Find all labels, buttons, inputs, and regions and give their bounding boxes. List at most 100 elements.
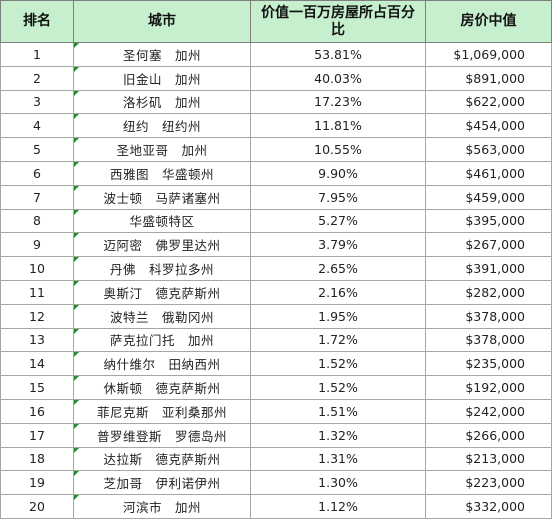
share-cell[interactable]: 1.95% [250, 303, 426, 329]
price-cell[interactable]: $395,000 [425, 208, 552, 234]
table-row: 9 迈阿密 佛罗里达州 3.79% $267,000 [0, 232, 552, 258]
city-cell[interactable]: 达拉斯 德克萨斯州 [73, 446, 251, 472]
rank-cell[interactable]: 15 [0, 375, 74, 400]
share-cell[interactable]: 7.95% [250, 184, 426, 210]
share-cell[interactable]: 9.90% [250, 160, 426, 186]
price-cell[interactable]: $454,000 [425, 113, 552, 139]
city-cell[interactable]: 波士顿 马萨诸塞州 [73, 184, 251, 210]
header-price[interactable]: 房价中值 [425, 0, 552, 43]
rank-cell[interactable]: 4 [0, 113, 74, 139]
city-cell[interactable]: 西雅图 华盛顿州 [73, 160, 251, 186]
header-share[interactable]: 价值一百万房屋所占百分比 [250, 0, 426, 43]
price-cell[interactable]: $461,000 [425, 160, 552, 186]
rank-cell[interactable]: 10 [0, 256, 74, 281]
table-row: 14 纳什维尔 田纳西州 1.52% $235,000 [0, 351, 552, 377]
rank-cell[interactable]: 18 [0, 446, 74, 472]
price-cell[interactable]: $391,000 [425, 256, 552, 281]
price-cell[interactable]: $1,069,000 [425, 42, 552, 67]
share-cell[interactable]: 1.51% [250, 398, 426, 424]
table-row: 1 圣何塞 加州 53.81% $1,069,000 [0, 42, 552, 67]
price-cell[interactable]: $563,000 [425, 137, 552, 162]
share-cell[interactable]: 53.81% [250, 42, 426, 67]
rank-cell[interactable]: 1 [0, 42, 74, 67]
share-cell[interactable]: 2.65% [250, 256, 426, 281]
share-cell[interactable]: 5.27% [250, 208, 426, 234]
share-cell[interactable]: 1.30% [250, 470, 426, 496]
city-cell[interactable]: 洛杉矶 加州 [73, 89, 251, 115]
share-cell[interactable]: 10.55% [250, 137, 426, 162]
price-cell[interactable]: $235,000 [425, 351, 552, 377]
table-row: 10 丹佛 科罗拉多州 2.65% $391,000 [0, 256, 552, 281]
rank-cell[interactable]: 3 [0, 89, 74, 115]
table-row: 5 圣地亚哥 加州 10.55% $563,000 [0, 137, 552, 162]
city-cell[interactable]: 河滨市 加州 [73, 494, 251, 519]
price-cell[interactable]: $891,000 [425, 65, 552, 91]
price-cell[interactable]: $378,000 [425, 303, 552, 329]
table-row: 2 旧金山 加州 40.03% $891,000 [0, 65, 552, 91]
city-cell[interactable]: 萨克拉门托 加州 [73, 327, 251, 353]
city-cell[interactable]: 芝加哥 伊利诺伊州 [73, 470, 251, 496]
rank-cell[interactable]: 19 [0, 470, 74, 496]
price-cell[interactable]: $622,000 [425, 89, 552, 115]
rank-cell[interactable]: 17 [0, 422, 74, 448]
city-cell[interactable]: 奥斯汀 德克萨斯州 [73, 279, 251, 305]
price-cell[interactable]: $223,000 [425, 470, 552, 496]
share-cell[interactable]: 1.52% [250, 351, 426, 377]
share-cell[interactable]: 1.72% [250, 327, 426, 353]
share-cell[interactable]: 17.23% [250, 89, 426, 115]
city-cell[interactable]: 纳什维尔 田纳西州 [73, 351, 251, 377]
price-cell[interactable]: $332,000 [425, 494, 552, 519]
city-cell[interactable]: 纽约 纽约州 [73, 113, 251, 139]
table-row: 17 普罗维登斯 罗德岛州 1.32% $266,000 [0, 422, 552, 448]
table-row: 15 休斯顿 德克萨斯州 1.52% $192,000 [0, 375, 552, 400]
city-cell[interactable]: 华盛顿特区 [73, 208, 251, 234]
rank-cell[interactable]: 2 [0, 65, 74, 91]
city-cell[interactable]: 圣何塞 加州 [73, 42, 251, 67]
share-cell[interactable]: 1.52% [250, 375, 426, 400]
price-cell[interactable]: $282,000 [425, 279, 552, 305]
table-row: 8 华盛顿特区 5.27% $395,000 [0, 208, 552, 234]
rank-cell[interactable]: 7 [0, 184, 74, 210]
rank-cell[interactable]: 8 [0, 208, 74, 234]
rank-cell[interactable]: 13 [0, 327, 74, 353]
price-cell[interactable]: $192,000 [425, 375, 552, 400]
city-cell[interactable]: 菲尼克斯 亚利桑那州 [73, 398, 251, 424]
price-cell[interactable]: $266,000 [425, 422, 552, 448]
city-cell[interactable]: 迈阿密 佛罗里达州 [73, 232, 251, 258]
header-rank[interactable]: 排名 [0, 0, 74, 43]
table-row: 6 西雅图 华盛顿州 9.90% $461,000 [0, 160, 552, 186]
rank-cell[interactable]: 12 [0, 303, 74, 329]
share-cell[interactable]: 1.31% [250, 446, 426, 472]
price-cell[interactable]: $213,000 [425, 446, 552, 472]
price-cell[interactable]: $242,000 [425, 398, 552, 424]
price-cell[interactable]: $459,000 [425, 184, 552, 210]
table-row: 3 洛杉矶 加州 17.23% $622,000 [0, 89, 552, 115]
city-cell[interactable]: 休斯顿 德克萨斯州 [73, 375, 251, 400]
rank-cell[interactable]: 14 [0, 351, 74, 377]
rank-cell[interactable]: 6 [0, 160, 74, 186]
share-cell[interactable]: 2.16% [250, 279, 426, 305]
price-cell[interactable]: $378,000 [425, 327, 552, 353]
share-cell[interactable]: 3.79% [250, 232, 426, 258]
rank-cell[interactable]: 9 [0, 232, 74, 258]
rank-cell[interactable]: 20 [0, 494, 74, 519]
table-row: 19 芝加哥 伊利诺伊州 1.30% $223,000 [0, 470, 552, 496]
city-cell[interactable]: 旧金山 加州 [73, 65, 251, 91]
rank-cell[interactable]: 16 [0, 398, 74, 424]
city-cell[interactable]: 圣地亚哥 加州 [73, 137, 251, 162]
rank-cell[interactable]: 11 [0, 279, 74, 305]
rank-cell[interactable]: 5 [0, 137, 74, 162]
table-row: 11 奥斯汀 德克萨斯州 2.16% $282,000 [0, 279, 552, 305]
city-cell[interactable]: 普罗维登斯 罗德岛州 [73, 422, 251, 448]
share-cell[interactable]: 40.03% [250, 65, 426, 91]
table-row: 20 河滨市 加州 1.12% $332,000 [0, 494, 552, 519]
price-cell[interactable]: $267,000 [425, 232, 552, 258]
share-cell[interactable]: 1.32% [250, 422, 426, 448]
table-row: 13 萨克拉门托 加州 1.72% $378,000 [0, 327, 552, 353]
city-cell[interactable]: 波特兰 俄勒冈州 [73, 303, 251, 329]
share-cell[interactable]: 11.81% [250, 113, 426, 139]
city-cell[interactable]: 丹佛 科罗拉多州 [73, 256, 251, 281]
share-cell[interactable]: 1.12% [250, 494, 426, 519]
header-city[interactable]: 城市 [73, 0, 251, 43]
